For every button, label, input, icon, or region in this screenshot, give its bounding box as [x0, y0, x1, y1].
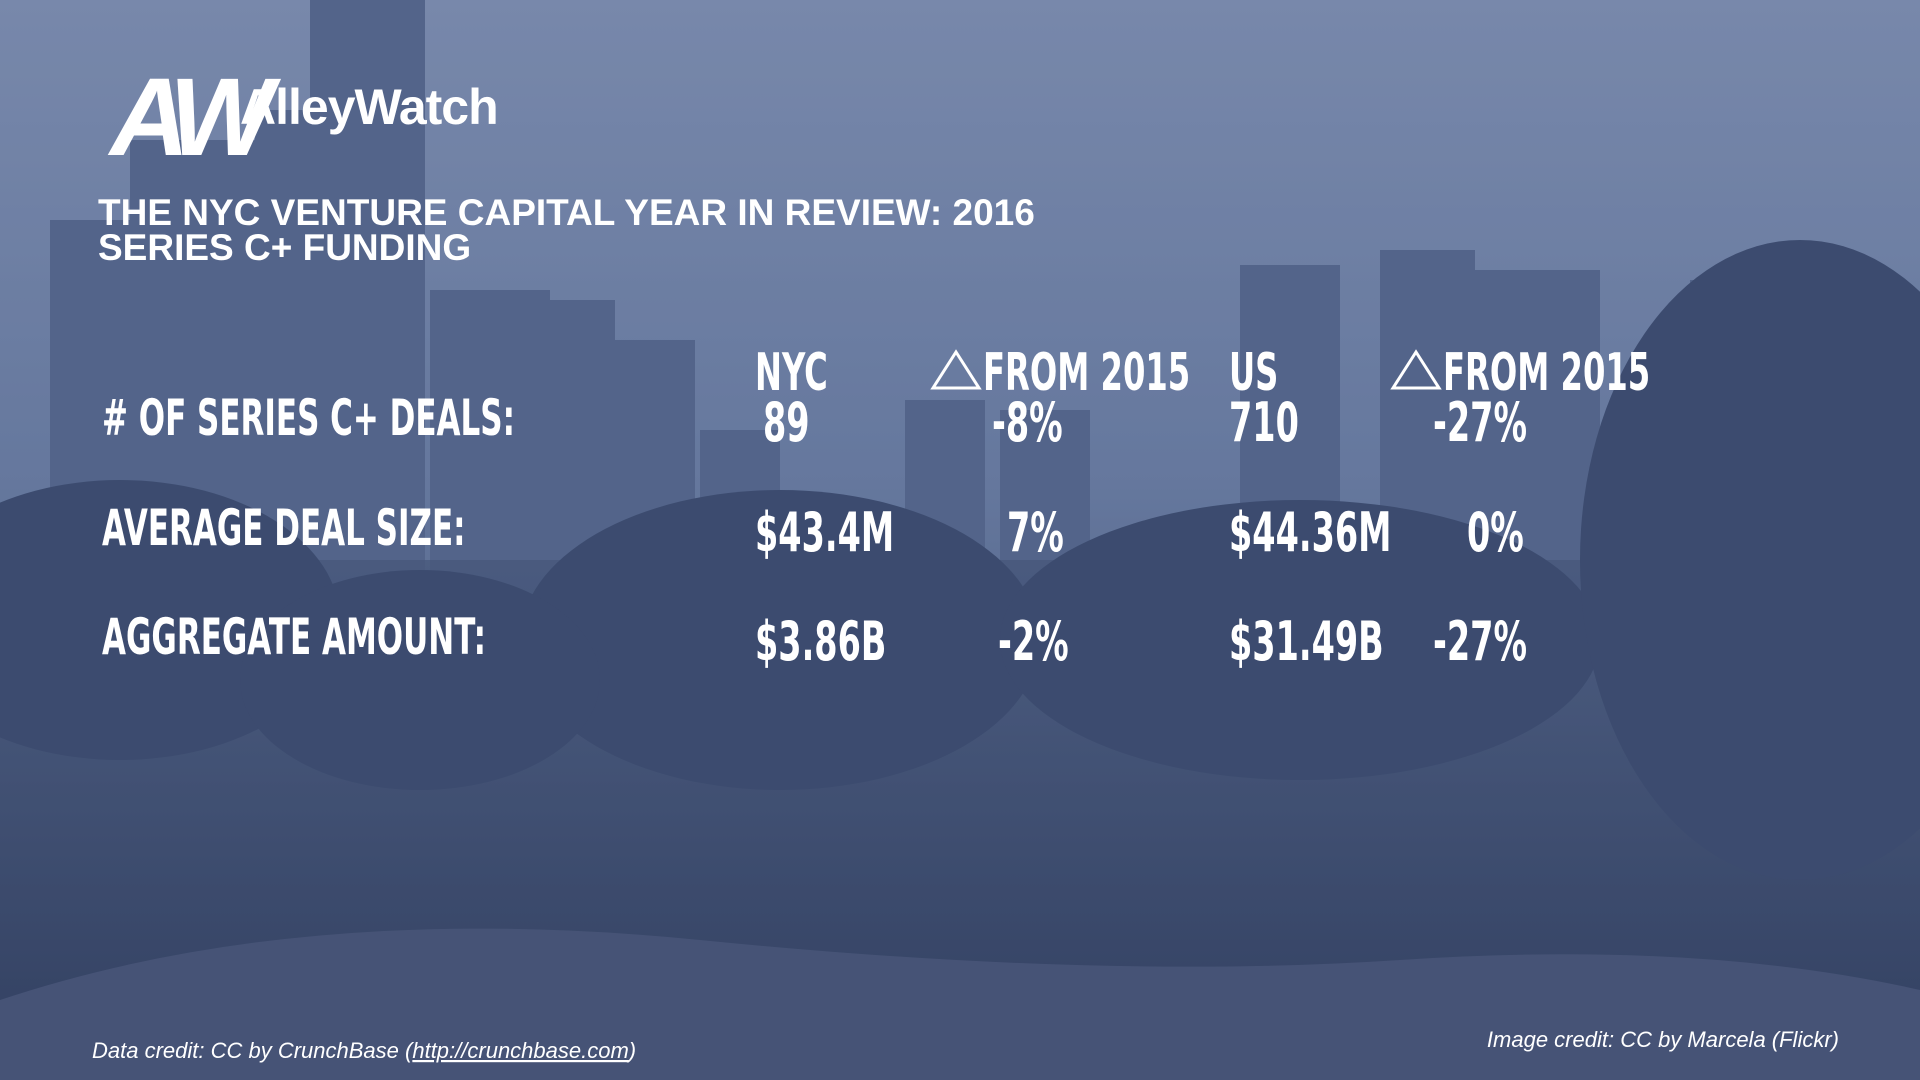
image-credit: Image credit: CC by Marcela (Flickr) — [1487, 1027, 1839, 1052]
cell-value: 0% — [1467, 501, 1524, 565]
delta-icon — [1390, 349, 1442, 390]
cell-value: $31.49B — [1229, 610, 1384, 674]
row-label: # OF SERIES C+ DEALS: — [102, 388, 515, 447]
data-credit: Data credit: CC by CrunchBase (http://cr… — [92, 1038, 636, 1063]
cell-value: $43.4M — [755, 501, 894, 565]
data-credit-close: ) — [626, 1038, 636, 1063]
cell-value: $3.86B — [755, 610, 886, 674]
cell-value: -8% — [992, 391, 1063, 455]
row-label: AVERAGE DEAL SIZE: — [102, 498, 466, 557]
data-credit-link[interactable]: http://crunchbase.com — [412, 1038, 628, 1063]
stats-table: NYC FROM 2015 US FROM 2015 # OF SERIES C+ DE… — [102, 343, 1650, 673]
cell-value: -2% — [998, 610, 1069, 674]
cell-value: $44.36M — [1229, 501, 1391, 565]
cell-value: 89 — [763, 391, 810, 455]
cell-value: 710 — [1229, 391, 1299, 455]
row-label: AGGREGATE AMOUNT: — [102, 607, 486, 666]
column-header: FROM 2015 — [983, 343, 1190, 403]
data-credit-text: Data credit: CC by CrunchBase ( — [92, 1038, 415, 1063]
delta-icon — [930, 349, 982, 390]
subtitle: SERIES C+ FUNDING — [98, 227, 471, 268]
title: THE NYC VENTURE CAPITAL YEAR IN REVIEW: … — [98, 192, 1035, 233]
column-header: NYC — [755, 343, 828, 403]
logo-name: AlleyWatch — [240, 79, 498, 135]
cell-value: -27% — [1433, 610, 1527, 674]
column-header: FROM 2015 — [1443, 343, 1650, 403]
cell-value: 7% — [1007, 501, 1064, 565]
column-header: US — [1229, 343, 1278, 403]
cell-value: -27% — [1433, 391, 1527, 455]
